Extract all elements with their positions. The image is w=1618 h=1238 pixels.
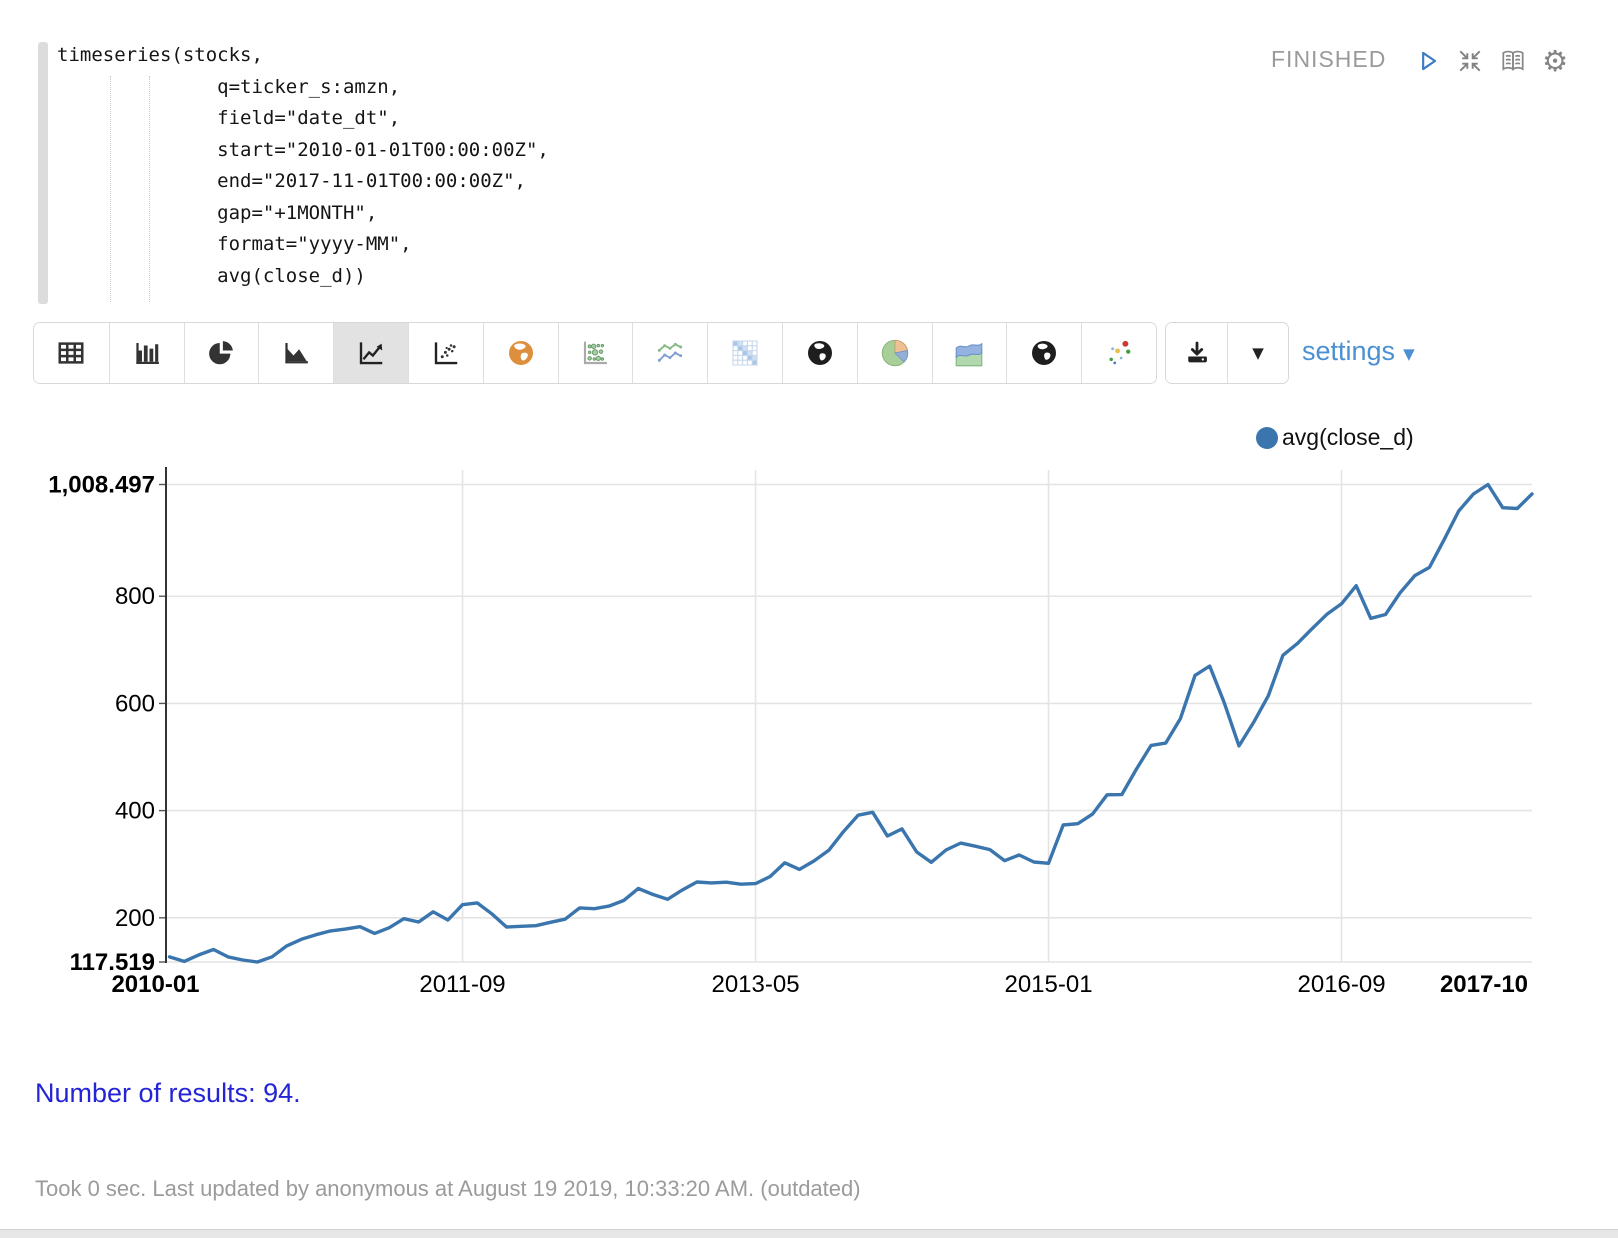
code-line: gap="+1MONTH", [57,201,378,224]
chart-type-pie[interactable] [183,323,259,383]
svg-text:400: 400 [115,798,155,825]
pie-colored-icon [881,339,908,367]
legend-item[interactable]: avg(close_d) [1256,424,1414,451]
play-icon [1422,51,1437,71]
chart-type-multi-line[interactable] [632,323,708,383]
settings-label: settings [1302,336,1396,366]
pie-chart-icon [209,341,234,365]
multi-line-chart-icon [658,342,683,362]
code-line: avg(close_d)) [57,264,366,287]
chart-type-bar[interactable] [108,323,184,383]
chart-type-heatmap[interactable] [707,323,782,383]
bar-chart-icon [136,343,159,364]
scatter-plot-icon [434,342,458,365]
area-chart-icon [285,343,309,364]
settings-dropdown[interactable]: settings ▼ [1302,336,1415,367]
results-count: Number of results: 94. [35,1078,301,1108]
svg-text:2011-09: 2011-09 [419,971,505,998]
legend-label: avg(close_d) [1282,424,1414,450]
code-editor[interactable]: timeseries(stocks, q=ticker_s:amzn, fiel… [57,40,549,292]
chart-type-pie-colored[interactable] [856,323,932,383]
code-line: field="date_dt", [57,107,401,129]
gear-icon: ⚙ [1542,43,1568,78]
heatmap-icon [732,340,758,366]
svg-text:117.519: 117.519 [70,949,155,976]
globe-dark-icon [1032,341,1057,365]
chart-type-world-map[interactable] [482,323,558,383]
code-line: timeseries(stocks, [57,44,263,66]
code-line: q=ticker_s:amzn, [57,75,401,98]
chart-type-area-colored[interactable] [931,323,1007,383]
indent-guide [110,76,111,302]
legend-dot-icon [1256,426,1278,449]
line-chart-icon [359,342,383,365]
download-button[interactable] [1166,323,1227,383]
svg-text:1,008.497: 1,008.497 [48,472,155,499]
chart-type-toolbar [33,322,1157,384]
status-badge: FINISHED [1271,46,1387,72]
chart-type-globe-2[interactable] [1006,323,1082,383]
svg-text:2010-01: 2010-01 [111,971,199,998]
chart-type-scatter-colored[interactable] [1081,323,1156,383]
table-icon [58,342,84,364]
chevron-down-icon: ▼ [1252,344,1264,362]
svg-text:200: 200 [115,905,155,932]
next-paragraph-divider [0,1229,1618,1238]
book-icon [1502,50,1524,71]
code-line: format="yyyy-MM", [57,233,412,255]
svg-text:600: 600 [115,690,155,717]
download-options-button[interactable]: ▼ [1227,323,1288,383]
run-button[interactable] [1411,44,1445,78]
chart-type-area[interactable] [258,323,334,383]
settings-gear-button[interactable]: ⚙ [1538,44,1572,78]
bubble-chart-icon [584,341,608,365]
chart-type-globe[interactable] [781,323,857,383]
chart-type-line[interactable] [333,323,408,383]
scatter-colored-icon [1109,340,1131,365]
indent-guide [149,76,150,302]
shrink-button[interactable] [1453,44,1487,78]
code-line: start="2010-01-01T00:00:00Z", [57,138,549,161]
download-icon [1187,341,1207,363]
execution-info: Took 0 sec. Last updated by anonymous at… [35,1176,861,1201]
code-line: end="2017-11-01T00:00:00Z", [57,170,526,192]
globe-orange-icon [508,341,533,365]
chart-type-table[interactable] [34,323,109,383]
shrink-icon [1459,50,1481,72]
svg-text:2013-05: 2013-05 [711,971,799,998]
chart-type-bubble[interactable] [557,323,633,383]
svg-text:2016-09: 2016-09 [1298,971,1386,998]
globe-dark-icon [807,341,832,365]
chevron-down-icon: ▼ [1403,344,1415,363]
editor-gutter [38,42,48,304]
chart-type-scatter[interactable] [407,323,483,383]
download-split-button: ▼ [1165,322,1289,384]
area-colored-icon [956,342,983,367]
report-view-button[interactable] [1496,44,1530,78]
svg-text:2015-01: 2015-01 [1004,971,1092,998]
svg-text:800: 800 [115,583,155,610]
svg-text:2017-10: 2017-10 [1440,971,1528,998]
